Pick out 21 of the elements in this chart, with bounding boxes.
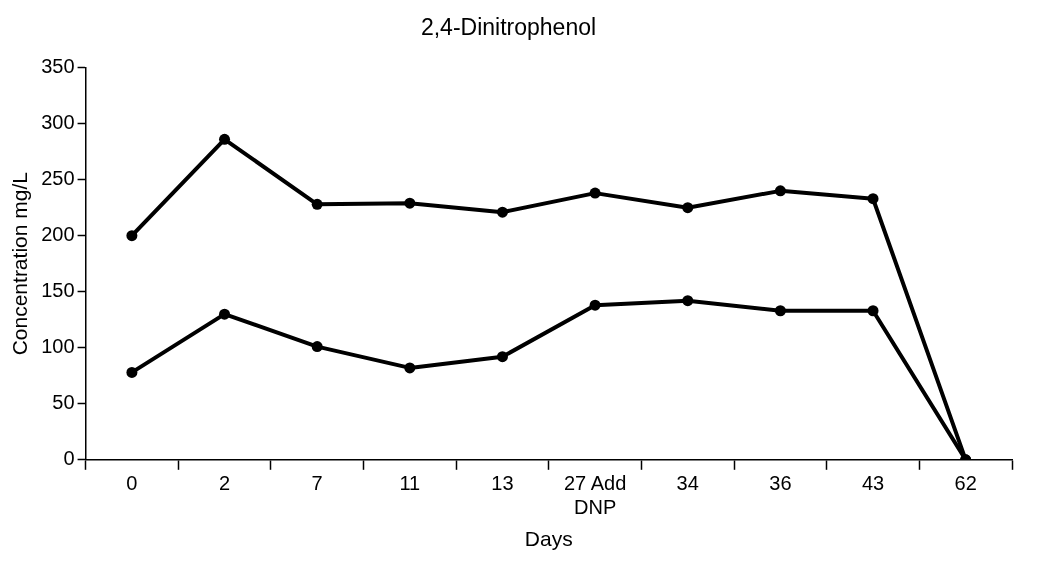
x-tick-label: 11 bbox=[399, 472, 421, 495]
y-tick-label: 100 bbox=[41, 335, 75, 358]
x-tick-label: 34 bbox=[676, 472, 699, 495]
x-tick-label: 7 bbox=[311, 472, 323, 495]
x-axis-title: Days bbox=[524, 527, 573, 551]
y-tick-label: 0 bbox=[63, 447, 75, 470]
x-tick-label: 0 bbox=[126, 472, 138, 495]
y-tick-label: 300 bbox=[41, 111, 75, 134]
chart-title: 2,4-Dinitrophenol bbox=[420, 14, 597, 41]
y-tick-label: 350 bbox=[41, 55, 75, 78]
x-tick-label: 36 bbox=[769, 472, 792, 495]
y-tick-label: 150 bbox=[41, 279, 75, 302]
x-tick-label: 27 Add DNP bbox=[563, 472, 627, 519]
x-tick-label: 62 bbox=[954, 472, 977, 495]
y-tick-label: 250 bbox=[41, 167, 75, 190]
x-tick-label: 43 bbox=[861, 472, 885, 495]
x-tick-label: 13 bbox=[491, 472, 514, 495]
y-axis-title: Concentration mg/L bbox=[8, 172, 32, 356]
y-tick-label: 50 bbox=[52, 391, 75, 414]
y-tick-label: 200 bbox=[41, 223, 75, 246]
x-tick-label: 2 bbox=[218, 472, 231, 495]
